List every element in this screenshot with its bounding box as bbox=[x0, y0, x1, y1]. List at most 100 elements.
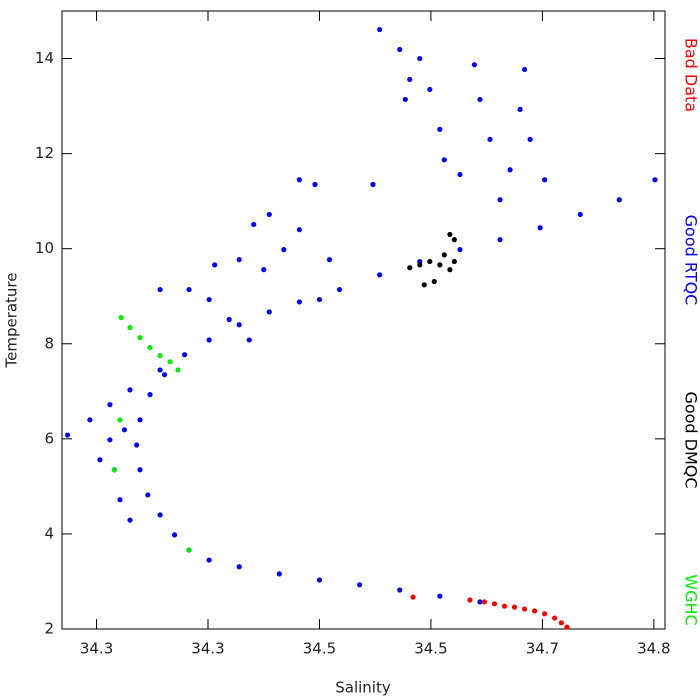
point bbox=[137, 334, 143, 341]
point bbox=[477, 599, 483, 605]
point bbox=[121, 427, 128, 433]
point bbox=[497, 237, 503, 243]
point bbox=[87, 417, 93, 423]
point bbox=[377, 272, 383, 278]
point bbox=[577, 211, 583, 218]
point bbox=[451, 237, 457, 243]
point bbox=[407, 76, 413, 83]
legend-label: Good DMQC bbox=[682, 391, 700, 488]
y-tick-label: 14 bbox=[35, 49, 54, 67]
legend-label: Good RTQC bbox=[682, 215, 700, 306]
x-tick-label: 34.8 bbox=[637, 640, 670, 658]
point bbox=[481, 599, 488, 605]
point bbox=[527, 136, 533, 142]
point bbox=[107, 402, 113, 408]
point bbox=[296, 227, 303, 233]
point bbox=[377, 26, 383, 33]
point bbox=[236, 257, 242, 263]
point bbox=[266, 211, 272, 218]
point bbox=[316, 296, 323, 303]
point bbox=[161, 372, 168, 378]
x-tick-label: 34.5 bbox=[414, 640, 447, 658]
point bbox=[441, 252, 447, 258]
point bbox=[542, 611, 548, 617]
point bbox=[186, 547, 192, 553]
x-tick-label: 34.7 bbox=[526, 640, 559, 658]
point bbox=[397, 587, 403, 593]
point bbox=[564, 624, 570, 630]
point bbox=[167, 359, 173, 365]
point bbox=[118, 315, 124, 321]
point bbox=[246, 337, 252, 343]
point bbox=[296, 299, 303, 305]
point bbox=[431, 278, 437, 285]
point bbox=[542, 177, 548, 183]
point bbox=[212, 262, 218, 268]
point bbox=[145, 492, 151, 498]
point bbox=[206, 557, 212, 563]
point bbox=[427, 258, 433, 265]
point bbox=[107, 437, 113, 443]
point bbox=[64, 432, 71, 438]
point bbox=[521, 66, 528, 73]
point bbox=[157, 367, 163, 373]
point bbox=[552, 615, 558, 621]
point bbox=[326, 257, 333, 263]
y-tick-label: 4 bbox=[44, 524, 54, 542]
point bbox=[427, 86, 433, 93]
point bbox=[236, 564, 242, 570]
point bbox=[157, 353, 163, 359]
point bbox=[226, 316, 232, 323]
point bbox=[417, 55, 423, 62]
point bbox=[521, 606, 528, 612]
point bbox=[182, 352, 188, 358]
point bbox=[457, 171, 463, 178]
point bbox=[467, 597, 473, 603]
point bbox=[410, 594, 416, 600]
point bbox=[276, 571, 282, 577]
point bbox=[236, 322, 242, 328]
point bbox=[441, 157, 447, 163]
x-axis-label: Salinity bbox=[335, 679, 391, 697]
point bbox=[186, 286, 192, 293]
point bbox=[137, 417, 143, 423]
legend-label: Bad Data bbox=[682, 38, 700, 112]
point bbox=[652, 177, 658, 183]
point bbox=[402, 96, 408, 103]
point bbox=[517, 106, 523, 113]
x-tick-label: 34.3 bbox=[191, 640, 224, 658]
point bbox=[251, 221, 257, 228]
point bbox=[97, 457, 103, 463]
point bbox=[147, 344, 153, 351]
point bbox=[501, 603, 508, 609]
point bbox=[157, 286, 163, 293]
point bbox=[437, 262, 443, 268]
point bbox=[111, 467, 117, 473]
point bbox=[477, 96, 483, 103]
point bbox=[487, 136, 493, 142]
point bbox=[511, 604, 518, 610]
x-tick-label: 34.3 bbox=[80, 640, 113, 658]
point bbox=[127, 387, 133, 393]
point bbox=[312, 181, 318, 188]
point bbox=[421, 282, 427, 288]
point bbox=[206, 337, 212, 343]
point bbox=[266, 309, 272, 315]
point bbox=[507, 167, 513, 173]
point bbox=[261, 267, 267, 273]
point bbox=[497, 197, 503, 203]
point bbox=[471, 62, 478, 68]
point bbox=[457, 247, 463, 253]
y-tick-label: 8 bbox=[44, 334, 54, 352]
point bbox=[356, 582, 363, 588]
point bbox=[447, 267, 453, 273]
point bbox=[336, 286, 343, 293]
point bbox=[370, 181, 376, 188]
point bbox=[296, 177, 303, 183]
legend-label: WGHC bbox=[682, 574, 700, 625]
point bbox=[537, 225, 543, 231]
point bbox=[437, 593, 443, 599]
y-axis-label: Temperature bbox=[3, 272, 21, 368]
point bbox=[316, 577, 323, 583]
